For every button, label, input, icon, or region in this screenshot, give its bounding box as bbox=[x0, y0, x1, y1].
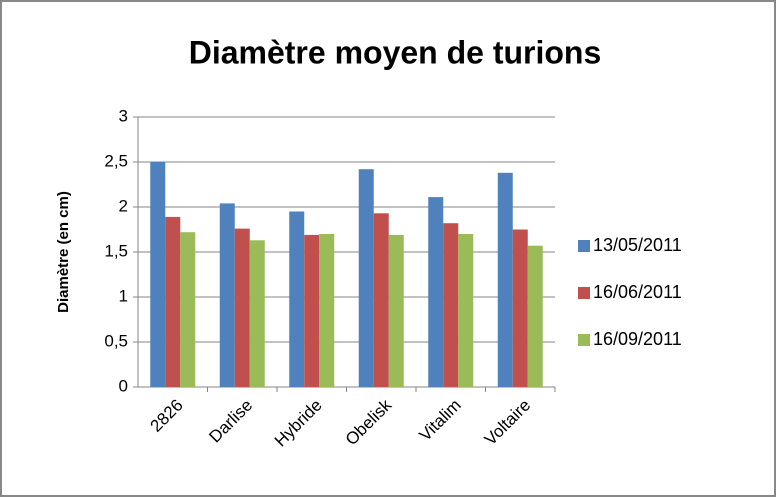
legend-label: 16/06/2011 bbox=[593, 282, 682, 302]
legend-swatch bbox=[578, 240, 590, 252]
y-axis-title: Diamètre (en cm) bbox=[55, 191, 72, 313]
y-tick-label: 1,5 bbox=[104, 241, 128, 260]
legend-label: 13/05/2011 bbox=[593, 235, 682, 255]
bar bbox=[527, 245, 543, 387]
bar bbox=[428, 197, 444, 387]
bar bbox=[497, 172, 513, 387]
bar bbox=[458, 234, 474, 387]
bar bbox=[219, 203, 235, 387]
chart-title: Diamètre moyen de turions bbox=[189, 34, 602, 70]
bar bbox=[512, 229, 528, 387]
bar bbox=[249, 240, 265, 387]
y-tick-label: 3 bbox=[119, 106, 128, 125]
bar bbox=[443, 223, 459, 387]
y-tick-label: 0 bbox=[119, 376, 128, 395]
bar bbox=[304, 234, 320, 387]
bar bbox=[358, 169, 374, 387]
bar bbox=[289, 211, 305, 387]
bar bbox=[180, 232, 196, 387]
bar bbox=[388, 234, 404, 387]
bar bbox=[319, 234, 335, 387]
y-tick-label: 2,5 bbox=[104, 151, 128, 170]
legend-swatch bbox=[578, 334, 590, 346]
y-tick-label: 1 bbox=[119, 286, 128, 305]
legend-label: 16/09/2011 bbox=[593, 329, 682, 349]
bar bbox=[165, 216, 181, 387]
y-tick-label: 0,5 bbox=[104, 331, 128, 350]
bar bbox=[150, 162, 166, 387]
legend-swatch bbox=[578, 287, 590, 299]
bar bbox=[373, 213, 389, 387]
bar bbox=[234, 228, 250, 387]
y-tick-label: 2 bbox=[119, 196, 128, 215]
